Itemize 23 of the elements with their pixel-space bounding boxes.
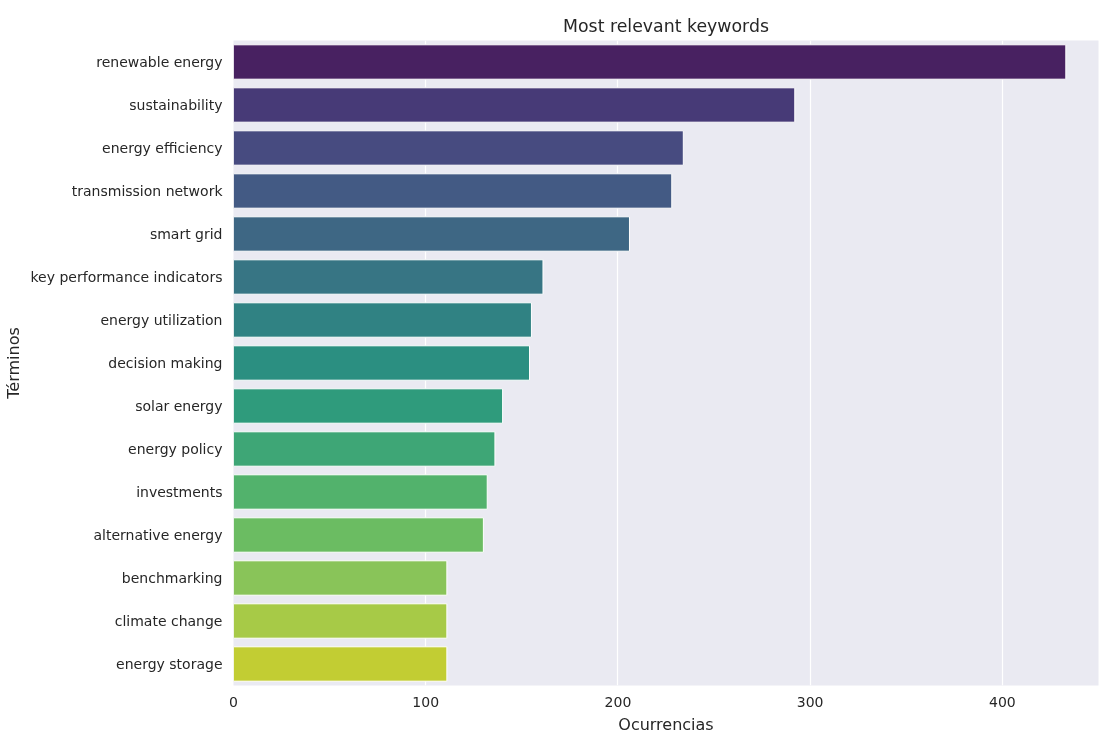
y-tick-label: climate change [114,613,223,629]
y-axis-title: Términos [3,327,23,400]
y-tick-label: energy utilization [100,312,223,328]
x-tick-label: 100 [412,693,440,710]
y-tick-label: sustainability [129,97,223,113]
y-tick-label: smart grid [149,226,223,242]
x-tick-label: 300 [796,693,824,710]
x-axis-title: Ocurrencias [618,714,714,734]
y-tick-label: energy efficiency [102,140,223,156]
y-tick-label: energy storage [116,656,223,672]
chart-title: Most relevant keywords [563,15,769,36]
x-tick-label: 200 [604,693,632,710]
y-tick-label: decision making [108,355,223,371]
y-tick-label: alternative energy [93,527,223,543]
y-tick-label: transmission network [71,183,224,199]
y-tick-label: solar energy [135,398,223,414]
y-tick-label: investments [136,484,223,500]
y-tick-label: benchmarking [121,570,223,586]
y-tick-label: key performance indicators [30,269,223,285]
x-tick-label: 0 [229,693,238,710]
y-tick-label: renewable energy [96,54,223,70]
x-tick-label: 400 [989,693,1016,710]
y-tick-label: energy policy [128,441,223,457]
